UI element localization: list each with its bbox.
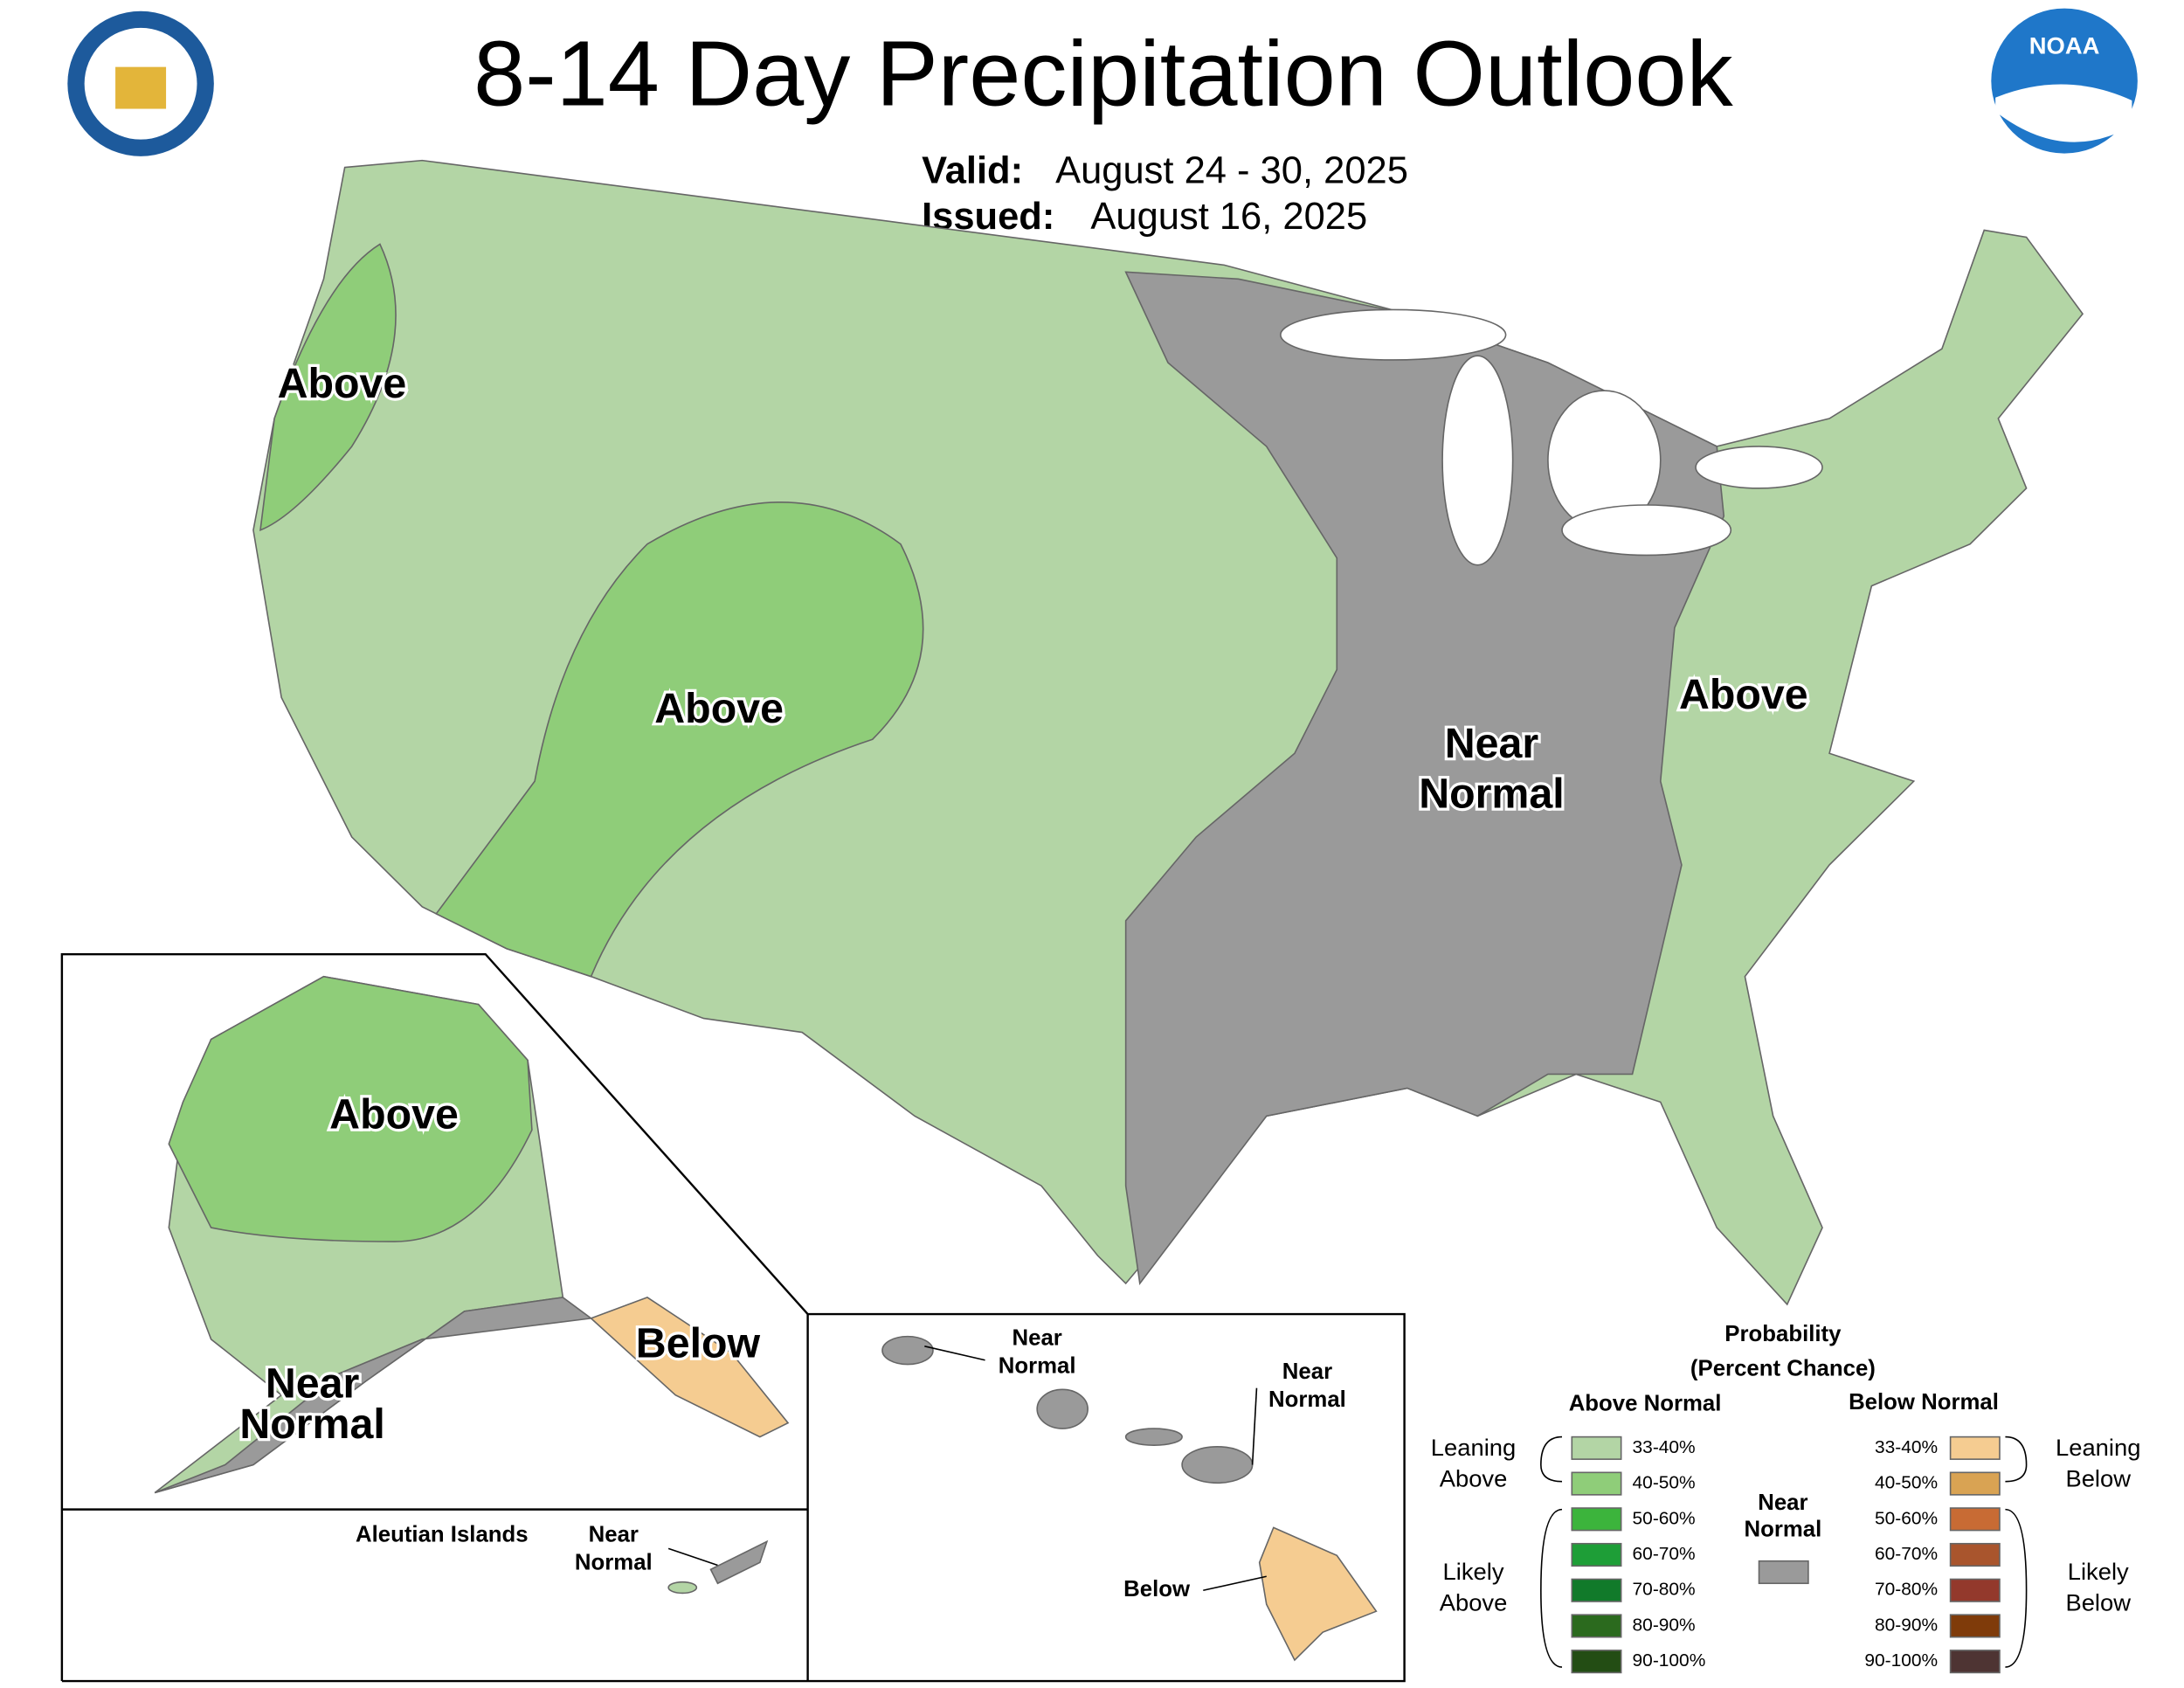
region-label: Near [1445,720,1538,767]
region-label: Normal [239,1401,384,1448]
map-labels: Above Above Above Near Normal Above Belo… [237,357,1811,1602]
legend-group: Above [1440,1464,1508,1491]
legend-swatch [1571,1578,1622,1602]
alaska [154,975,790,1494]
valid-date: August 24 - 30, 2025 [1055,150,1408,192]
legend-range: 50-60% [1633,1508,1696,1528]
region-label: Near [266,1360,359,1408]
region-label: Near [1282,1359,1332,1384]
legend-header: Above Normal [1569,1392,1722,1416]
brace [2005,1508,2028,1668]
region-label: Above [329,1091,459,1138]
title: 8-14 Day Precipitation Outlook [473,23,1734,125]
brace [1540,1508,1563,1668]
legend-group: Above [1440,1588,1508,1615]
legend-swatch [1949,1542,2001,1567]
seal [67,10,214,156]
legend-range: 80-90% [1633,1615,1696,1636]
legend-swatch [1571,1614,1622,1638]
legend-range: 80-90% [1875,1615,1938,1636]
legend-group: Likely [2068,1558,2129,1585]
legend-title: Probability [1724,1322,1842,1346]
region-label: Normal [1419,771,1564,818]
legend-group: Leaning [1431,1434,1516,1461]
region-label: Below [1123,1577,1190,1602]
legend-swatch [1758,1560,1809,1585]
legend-swatch [1949,1471,2001,1496]
legend-range: 40-50% [1875,1473,1938,1493]
legend-range: 70-80% [1875,1580,1938,1600]
conus [252,159,2084,1306]
legend-swatch [1949,1435,2001,1460]
brace [2005,1435,2028,1483]
noaa-logo: NOAA [1991,8,2138,154]
legend-range: 70-80% [1633,1580,1696,1600]
legend-near: Normal [1745,1517,1822,1541]
legend-subtitle: (Percent Chance) [1690,1357,1876,1381]
legend-range: 33-40% [1875,1437,1938,1457]
legend-swatch [1949,1614,2001,1638]
legend-swatch [1571,1542,1622,1567]
legend-range: 90-100% [1633,1650,1706,1671]
hawaii [667,1335,1378,1662]
legend-range: 60-70% [1875,1544,1938,1564]
legend-group: Leaning [2056,1434,2140,1461]
legend: Probability (Percent Chance) Above Norma… [1431,1322,2140,1674]
region-label: Normal [575,1551,653,1575]
issued-date: August 16, 2025 [1090,196,1367,238]
legend-swatch [1571,1471,1622,1496]
legend-swatch [1949,1650,2001,1674]
aleutian-title: Aleutian Islands [356,1523,529,1547]
region-label: Normal [999,1354,1076,1379]
legend-range: 50-60% [1875,1508,1938,1528]
legend-near: Near [1758,1491,1807,1515]
legend-group: Below [2065,1588,2131,1615]
region-label: Near [589,1523,639,1547]
legend-swatch [1949,1507,2001,1532]
legend-range: 40-50% [1633,1473,1696,1493]
brace [1540,1435,1563,1483]
region-label: Above [654,685,784,732]
region-label: Near [1013,1326,1062,1351]
region-label: Above [278,360,407,407]
legend-swatch [1949,1578,2001,1602]
legend-swatch [1571,1650,1622,1674]
legend-range: 60-70% [1633,1544,1696,1564]
legend-swatch [1571,1435,1622,1460]
legend-swatch [1571,1507,1622,1532]
legend-header: Below Normal [1849,1390,1999,1415]
region-label: Above [1679,671,1808,718]
valid-label: Valid: [922,150,1023,192]
region-label: Normal [1268,1387,1346,1412]
inset-frames [60,952,1406,1683]
legend-range: 33-40% [1633,1437,1696,1457]
legend-group: Below [2065,1464,2131,1491]
legend-range: 90-100% [1864,1650,1938,1671]
noaa-text: NOAA [2029,32,2100,59]
legend-group: Likely [1443,1558,1504,1585]
region-label: Below [636,1320,761,1367]
